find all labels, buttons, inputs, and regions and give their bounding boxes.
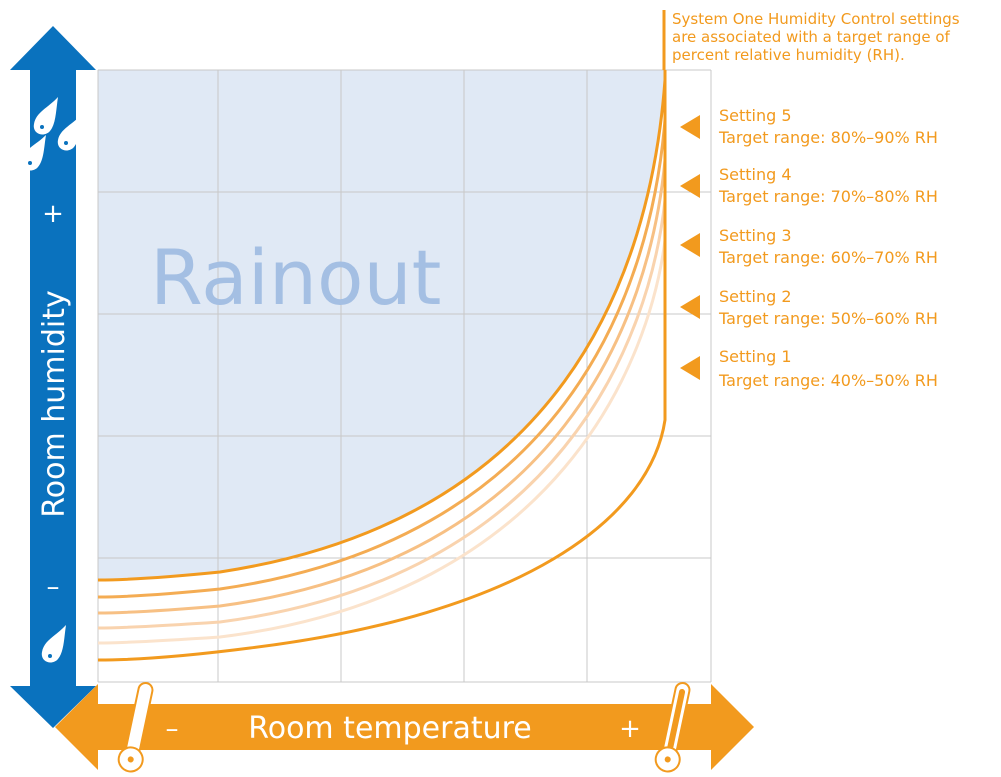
y-axis-minus: – bbox=[47, 572, 60, 602]
setting-4: Setting 4 Target range: 70%–80% RH bbox=[680, 165, 938, 206]
setting-5-name: Setting 5 bbox=[719, 106, 792, 125]
setting-4-pointer-icon bbox=[680, 174, 700, 198]
x-axis-arrow bbox=[55, 684, 754, 770]
setting-2-range: Target range: 50%–60% RH bbox=[718, 309, 938, 328]
setting-1-name: Setting 1 bbox=[719, 347, 792, 366]
y-axis: Room humidity + – bbox=[10, 26, 96, 728]
curve-limit bbox=[98, 70, 667, 662]
settings-legend: Setting 5 Target range: 80%–90% RH Setti… bbox=[680, 106, 938, 390]
note-line-2: are associated with a target range of bbox=[672, 28, 951, 46]
setting-3-range: Target range: 60%–70% RH bbox=[718, 248, 938, 267]
thermometer-low-icon bbox=[117, 681, 154, 773]
setting-5-pointer-icon bbox=[680, 115, 700, 139]
setting-1: Setting 1 Target range: 40%–50% RH bbox=[680, 347, 938, 390]
curve-setting-2 bbox=[98, 70, 667, 630]
water-droplet-icon bbox=[41, 625, 66, 663]
y-axis-title: Room humidity bbox=[37, 290, 72, 517]
curve-setting-5 bbox=[98, 70, 667, 582]
setting-2-pointer-icon bbox=[680, 295, 700, 319]
note-line-3: percent relative humidity (RH). bbox=[672, 46, 905, 64]
note: System One Humidity Control settings are… bbox=[662, 10, 960, 70]
setting-4-range: Target range: 70%–80% RH bbox=[718, 187, 938, 206]
plot-area: Rainout bbox=[97, 69, 712, 683]
note-line-1: System One Humidity Control settings bbox=[672, 10, 960, 28]
curve-setting-3 bbox=[98, 70, 667, 615]
y-axis-arrow bbox=[10, 26, 96, 728]
setting-1-range: Target range: 40%–50% RH bbox=[718, 371, 938, 390]
x-axis-title: Room temperature bbox=[248, 711, 532, 746]
thermometer-high-icon bbox=[654, 681, 691, 773]
setting-5: Setting 5 Target range: 80%–90% RH bbox=[680, 106, 938, 147]
rainout-label: Rainout bbox=[150, 233, 441, 322]
setting-3-pointer-icon bbox=[680, 233, 700, 257]
curve-setting-1 bbox=[98, 70, 667, 645]
setting-2-name: Setting 2 bbox=[719, 287, 792, 306]
rainout-region bbox=[98, 70, 665, 580]
setting-3: Setting 3 Target range: 60%–70% RH bbox=[680, 226, 938, 267]
setting-1-pointer-icon bbox=[680, 356, 700, 380]
setting-2: Setting 2 Target range: 50%–60% RH bbox=[680, 287, 938, 328]
setting-5-range: Target range: 80%–90% RH bbox=[718, 128, 938, 147]
setting-3-name: Setting 3 bbox=[719, 226, 792, 245]
x-axis-plus: + bbox=[619, 714, 641, 744]
x-axis-minus: – bbox=[166, 714, 179, 744]
y-axis-plus: + bbox=[42, 199, 64, 229]
water-droplets-icon bbox=[21, 97, 82, 171]
x-axis: Room temperature – + bbox=[55, 681, 754, 773]
setting-4-name: Setting 4 bbox=[719, 165, 792, 184]
curve-setting-4 bbox=[98, 70, 667, 599]
